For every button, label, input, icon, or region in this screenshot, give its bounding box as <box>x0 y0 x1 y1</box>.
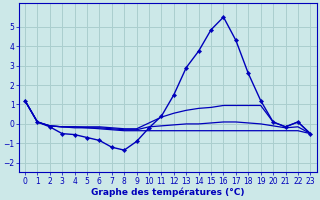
X-axis label: Graphe des températures (°C): Graphe des températures (°C) <box>91 187 244 197</box>
